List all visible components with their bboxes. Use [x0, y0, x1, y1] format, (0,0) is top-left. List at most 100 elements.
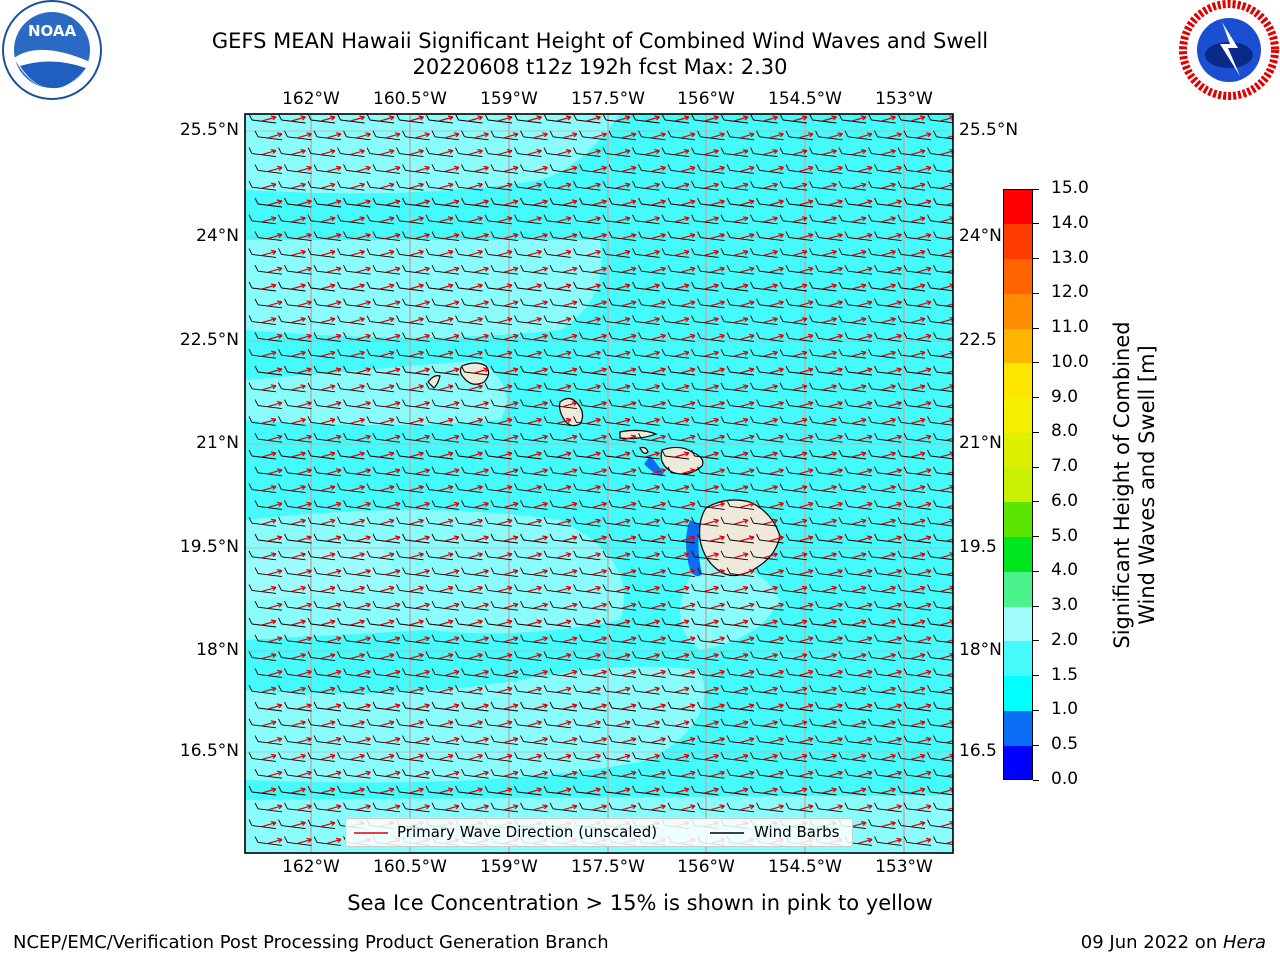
maui-island	[660, 446, 704, 475]
colorbar-tick-mark-7	[1033, 536, 1039, 538]
colorbar-tick-2: 1.0	[1051, 699, 1079, 720]
colorbar-tick-mark-16	[1033, 223, 1039, 225]
lat-right-4: 19.5	[959, 537, 997, 557]
lon-top-5: 154.5°W	[768, 89, 842, 109]
colorbar-tick-6: 4.0	[1051, 560, 1079, 581]
colorbar-tick-3: 1.5	[1051, 664, 1079, 685]
lat-right-5: 18°N	[959, 640, 1002, 660]
lon-top-1: 160.5°W	[373, 89, 447, 109]
colorbar-tick-mark-15	[1033, 258, 1039, 260]
machine-name: Hera	[1222, 932, 1266, 953]
colorbar-tick-mark-2	[1033, 709, 1039, 711]
swell-band-1	[245, 240, 602, 338]
legend-wind-barbs: Wind Barbs	[754, 823, 840, 841]
colorbar-tick-7: 5.0	[1051, 525, 1079, 546]
colorbar-tick-1: 0.5	[1051, 734, 1079, 755]
lon-bottom-4: 156°W	[677, 857, 735, 877]
colorbar-segment-12	[1003, 328, 1033, 364]
colorbar-segment-5	[1003, 571, 1033, 607]
lat-right-2: 22.5	[959, 330, 997, 350]
map-legend: Primary Wave Direction (unscaled) Wind B…	[345, 818, 853, 847]
colorbar-segment-9	[1003, 432, 1033, 468]
colorbar-tick-mark-5	[1033, 605, 1039, 607]
lon-bottom-6: 153°W	[875, 857, 933, 877]
colorbar-label: Significant Height of Combined Wind Wave…	[1110, 321, 1159, 649]
colorbar-tick-5: 3.0	[1051, 595, 1079, 616]
map-subtitle: 20220608 t12z 192h fcst Max: 2.30	[412, 55, 788, 79]
colorbar-segment-10	[1003, 397, 1033, 433]
lon-bottom-3: 157.5°W	[571, 857, 645, 877]
oahu-island	[559, 397, 584, 427]
credit-text: NCEP/EMC/Verification Post Processing Pr…	[13, 932, 609, 953]
colorbar-tick-16: 14.0	[1051, 212, 1089, 233]
lon-top-0: 162°W	[282, 89, 340, 109]
colorbar-segment-4	[1003, 606, 1033, 642]
colorbar-tick-15: 13.0	[1051, 247, 1089, 268]
wave-direction-layer	[261, 115, 953, 844]
colorbar-segment-16	[1003, 189, 1033, 225]
lat-right-0: 25.5°N	[959, 120, 1019, 140]
colorbar-tick-mark-6	[1033, 570, 1039, 572]
lat-right-3: 21°N	[959, 433, 1002, 453]
colorbar-tick-mark-13	[1033, 327, 1039, 329]
lat-left-1: 24°N	[196, 226, 239, 246]
nws-logo-icon	[1179, 0, 1279, 100]
lat-left-5: 18°N	[196, 640, 239, 660]
colorbar-tick-mark-10	[1033, 431, 1039, 433]
lon-bottom-5: 154.5°W	[768, 857, 842, 877]
colorbar-tick-0: 0.0	[1051, 769, 1079, 789]
lanai-island	[639, 446, 649, 454]
noaa-logo-icon: NOAA	[2, 0, 102, 100]
colorbar-segment-6	[1003, 536, 1033, 572]
colorbar-tick-mark-4	[1033, 640, 1039, 642]
lat-left-3: 21°N	[196, 433, 239, 453]
swell-band-4	[680, 560, 780, 650]
map-title: GEFS MEAN Hawaii Significant Height of C…	[211, 29, 989, 53]
lat-right-6: 16.5	[959, 741, 997, 761]
colorbar-segment-8	[1003, 467, 1033, 503]
wind-barbs-layer	[248, 114, 953, 846]
colorbar-tick-9: 7.0	[1051, 456, 1079, 477]
lon-bottom-0: 162°W	[282, 857, 340, 877]
colorbar-tick-14: 12.0	[1051, 282, 1089, 303]
colorbar-segment-7	[1003, 501, 1033, 538]
lon-bottom-1: 160.5°W	[373, 857, 447, 877]
colorbar-frame	[1003, 189, 1033, 780]
colorbar-tick-mark-8	[1033, 501, 1039, 503]
colorbar-tick-mark-17	[1033, 188, 1039, 190]
lat-left-6: 16.5°N	[179, 741, 239, 761]
map-frame	[244, 113, 954, 854]
colorbar-tick-8: 6.0	[1051, 490, 1079, 511]
colorbar-segment-2	[1003, 675, 1033, 711]
colorbar-tick-11: 9.0	[1051, 386, 1079, 407]
colorbar-segment-0	[1003, 745, 1033, 781]
lat-left-0: 25.5°N	[179, 120, 239, 140]
date-text: 09 Jun 2022 on Hera	[1080, 932, 1266, 953]
colorbar-tick-mark-11	[1033, 397, 1039, 399]
lon-top-4: 156°W	[677, 89, 735, 109]
colorbar-segment-13	[1003, 293, 1033, 329]
colorbar-tick-mark-12	[1033, 362, 1039, 364]
legend-wave-direction: Primary Wave Direction (unscaled)	[397, 823, 658, 841]
shallow-water-maui	[644, 456, 664, 476]
colorbar-tick-13: 11.0	[1051, 317, 1089, 338]
lon-bottom-2: 159°W	[480, 857, 538, 877]
lon-top-6: 153°W	[875, 89, 933, 109]
colorbar-segment-15	[1003, 223, 1033, 259]
colorbar-tick-12: 10.0	[1051, 351, 1089, 372]
colorbar-segment-14	[1003, 258, 1033, 294]
colorbar-segment-1	[1003, 710, 1033, 746]
colorbar-tick-mark-14	[1033, 292, 1039, 294]
svg-text:NOAA: NOAA	[28, 22, 77, 40]
colorbar-segment-11	[1003, 362, 1033, 399]
colorbar-tick-10: 8.0	[1051, 421, 1079, 442]
colorbar-segment-3	[1003, 640, 1033, 677]
colorbar-tick-mark-0	[1033, 779, 1039, 781]
colorbar-tick-4: 2.0	[1051, 629, 1079, 650]
colorbar-tick-mark-9	[1033, 466, 1039, 468]
lat-right-1: 24°N	[959, 226, 1002, 246]
lat-left-4: 19.5°N	[179, 537, 239, 557]
colorbar-tick-mark-1	[1033, 744, 1039, 746]
lon-top-2: 159°W	[480, 89, 538, 109]
